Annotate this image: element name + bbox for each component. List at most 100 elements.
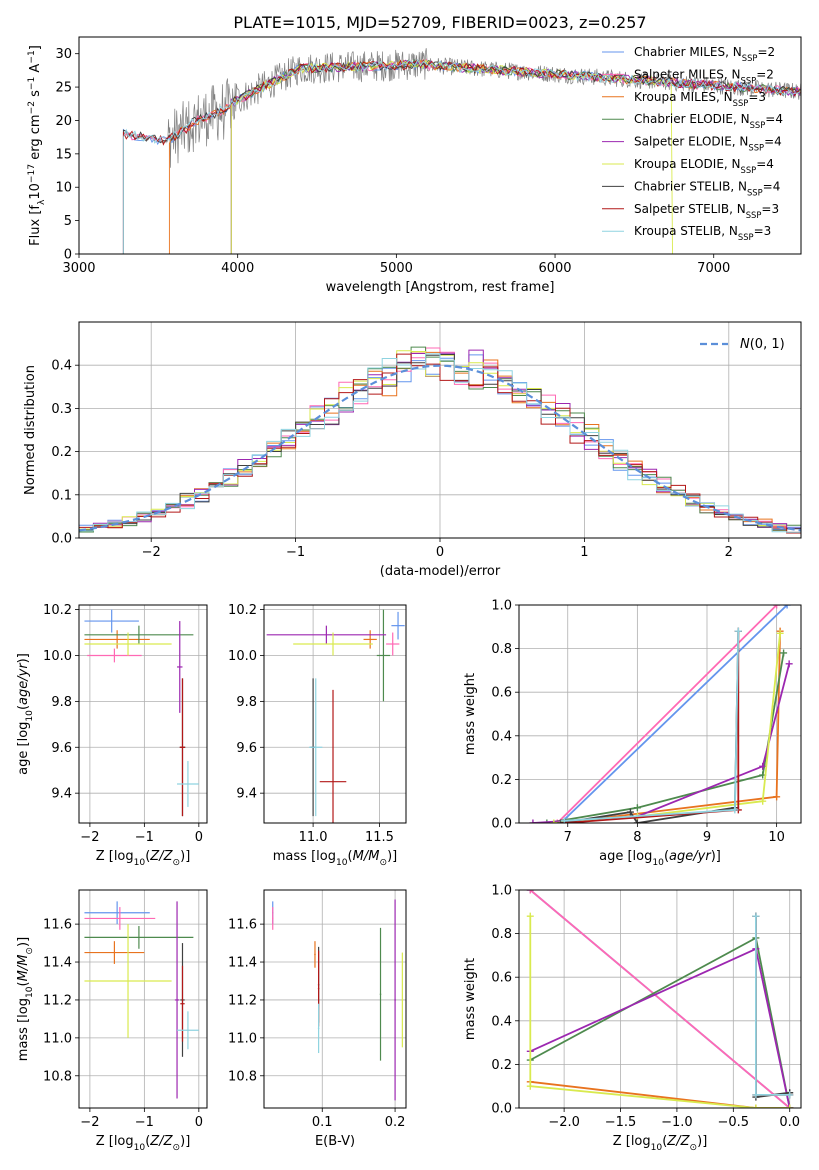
x-tick-label: 0 xyxy=(436,545,444,560)
panel-mass-weight-vs-Z: −2.0 −1.5 −1.0 −0.5 0.0 0.0 0.2 0.4 0.6 0.8 1.0 Z [… xyxy=(463,884,802,1153)
mass-weight-marker xyxy=(780,649,788,657)
x-tick-label: 2 xyxy=(725,545,733,560)
panel-age-vs-Z: −2 −1 0 9.4 9.6 9.8 10.0 10.2 Z [log10(Z/Z⊙)] age… xyxy=(16,603,208,868)
axes-frame xyxy=(78,36,802,255)
x-tick-label: −1.5 xyxy=(605,1115,637,1130)
legend-entry: Chabrier STELIB, NSSP=4 xyxy=(634,179,780,197)
errorbar-point xyxy=(84,630,150,649)
x-tick-label: 9 xyxy=(703,830,711,845)
errorbar-point xyxy=(177,761,199,807)
legend-entry: N(0, 1) xyxy=(740,337,785,352)
y-tick-label: 11.4 xyxy=(43,956,72,971)
x-tick-label: −2.0 xyxy=(548,1115,580,1130)
mass-weight-line xyxy=(530,1080,790,1108)
mass-weight-line xyxy=(755,916,790,1099)
x-axis-label: wavelength [Angstrom, rest frame] xyxy=(326,280,555,295)
y-tick-label: 9.8 xyxy=(236,695,257,710)
y-tick-label: 0.6 xyxy=(491,971,512,986)
x-tick-label: −2 xyxy=(142,545,161,560)
mass-weight-marker xyxy=(526,912,534,920)
mass-weight-line xyxy=(755,916,790,1096)
x-tick-label: −1 xyxy=(135,1115,154,1130)
mass-weight-marker xyxy=(783,605,791,609)
x-tick-label: 0 xyxy=(195,1115,203,1130)
y-tick-label: 10.0 xyxy=(228,649,257,664)
mass-weight-line xyxy=(529,936,791,1108)
y-tick-label: 5 xyxy=(64,214,72,229)
x-axis-label: (data-model)/error xyxy=(380,564,501,579)
mass-weight-marker xyxy=(752,1091,760,1099)
x-tick-label: 0 xyxy=(195,830,203,845)
y-tick-label: 10.2 xyxy=(43,603,72,618)
legend-entry: Chabrier ELODIE, NSSP=4 xyxy=(634,112,783,130)
x-tick-label: 6000 xyxy=(538,261,571,276)
mass-weight-marker xyxy=(626,808,634,816)
errorbar-point xyxy=(177,1011,199,1050)
figure-title: PLATE=1015, MJD=52709, FIBERID=0023, z=0… xyxy=(233,13,646,32)
mass-weight-marker xyxy=(543,819,551,823)
mass-weight-line xyxy=(564,631,740,822)
errorbar-point xyxy=(317,1003,320,1054)
plot-area xyxy=(79,346,801,534)
y-tick-label: 1.0 xyxy=(491,599,512,614)
mass-weight-marker xyxy=(526,1082,534,1090)
y-tick-label: 30 xyxy=(55,47,72,62)
plot-area xyxy=(529,605,793,823)
panel-mass-weight-vs-age: 7 8 9 10 0.0 0.2 0.4 0.6 0.8 1.0 age [log10(age/yr… xyxy=(463,599,802,868)
y-tick-label: 10 xyxy=(55,181,72,196)
errorbar-point xyxy=(174,901,180,1099)
y-axis-label: Flux [fλ10−17 erg cm−2 s−1 A−1] xyxy=(27,45,47,246)
mass-weight-marker xyxy=(529,819,537,823)
x-tick-label: 8 xyxy=(633,830,641,845)
y-tick-label: 0.2 xyxy=(491,773,512,788)
x-tick-label: 0.0 xyxy=(779,1115,800,1130)
plot-area xyxy=(84,901,199,1099)
mass-weight-marker xyxy=(560,817,568,823)
y-tick-label: 11.2 xyxy=(43,993,72,1008)
errorbar-point xyxy=(314,941,316,968)
x-tick-label: −1.0 xyxy=(661,1115,693,1130)
legend-entry: Chabrier MILES, NSSP=2 xyxy=(634,45,775,63)
normal-reference-curve xyxy=(79,364,801,532)
y-tick-label: 0.1 xyxy=(51,488,72,503)
x-tick-label: 5000 xyxy=(380,261,413,276)
histogram-step-line xyxy=(79,353,801,534)
model-spectrum-line xyxy=(117,59,801,254)
plot-area xyxy=(526,890,794,1108)
errorbar-point xyxy=(309,678,323,817)
errorbar-point xyxy=(376,609,391,702)
y-axis-label: mass [log10(M/M⊙)] xyxy=(16,937,35,1061)
y-tick-label: 10.8 xyxy=(228,1069,257,1084)
y-tick-label: 0.2 xyxy=(491,1058,512,1073)
y-tick-label: 9.8 xyxy=(51,695,72,710)
mass-weight-marker xyxy=(786,1104,794,1108)
errorbar-point xyxy=(401,952,404,1048)
errorbar-point xyxy=(84,941,145,964)
mass-weight-marker xyxy=(759,797,767,805)
x-tick-label: −2 xyxy=(80,1115,99,1130)
mass-weight-line xyxy=(529,890,791,1108)
mass-weight-marker xyxy=(786,1091,794,1099)
axes-frame xyxy=(78,889,208,1109)
mass-weight-marker xyxy=(731,806,739,814)
x-axis-label: age [log10(age/yr)] xyxy=(599,849,721,868)
y-tick-label: 0 xyxy=(64,248,72,263)
mass-weight-marker xyxy=(776,629,784,637)
spectrum-legend: Chabrier MILES, NSSP=2 Salpeter MILES, NS… xyxy=(602,45,783,242)
x-tick-label: 10 xyxy=(768,830,785,845)
mass-weight-marker xyxy=(526,890,534,894)
x-tick-label: −2 xyxy=(80,830,99,845)
y-tick-label: 0.4 xyxy=(491,1014,512,1029)
y-tick-label: 10.8 xyxy=(43,1069,72,1084)
errorbar-point xyxy=(266,625,387,645)
x-tick-label: 3000 xyxy=(62,261,95,276)
x-axis-label: Z [log10(Z/Z⊙)] xyxy=(613,1134,708,1153)
errorbar-point xyxy=(84,609,139,633)
mass-weight-line xyxy=(529,916,790,1108)
errorbar-point xyxy=(84,632,172,656)
legend-entry: Kroupa ELODIE, NSSP=4 xyxy=(634,157,774,175)
residuals-legend: N(0, 1) xyxy=(700,337,785,352)
y-tick-label: 0.6 xyxy=(491,686,512,701)
mass-weight-marker xyxy=(773,793,781,801)
